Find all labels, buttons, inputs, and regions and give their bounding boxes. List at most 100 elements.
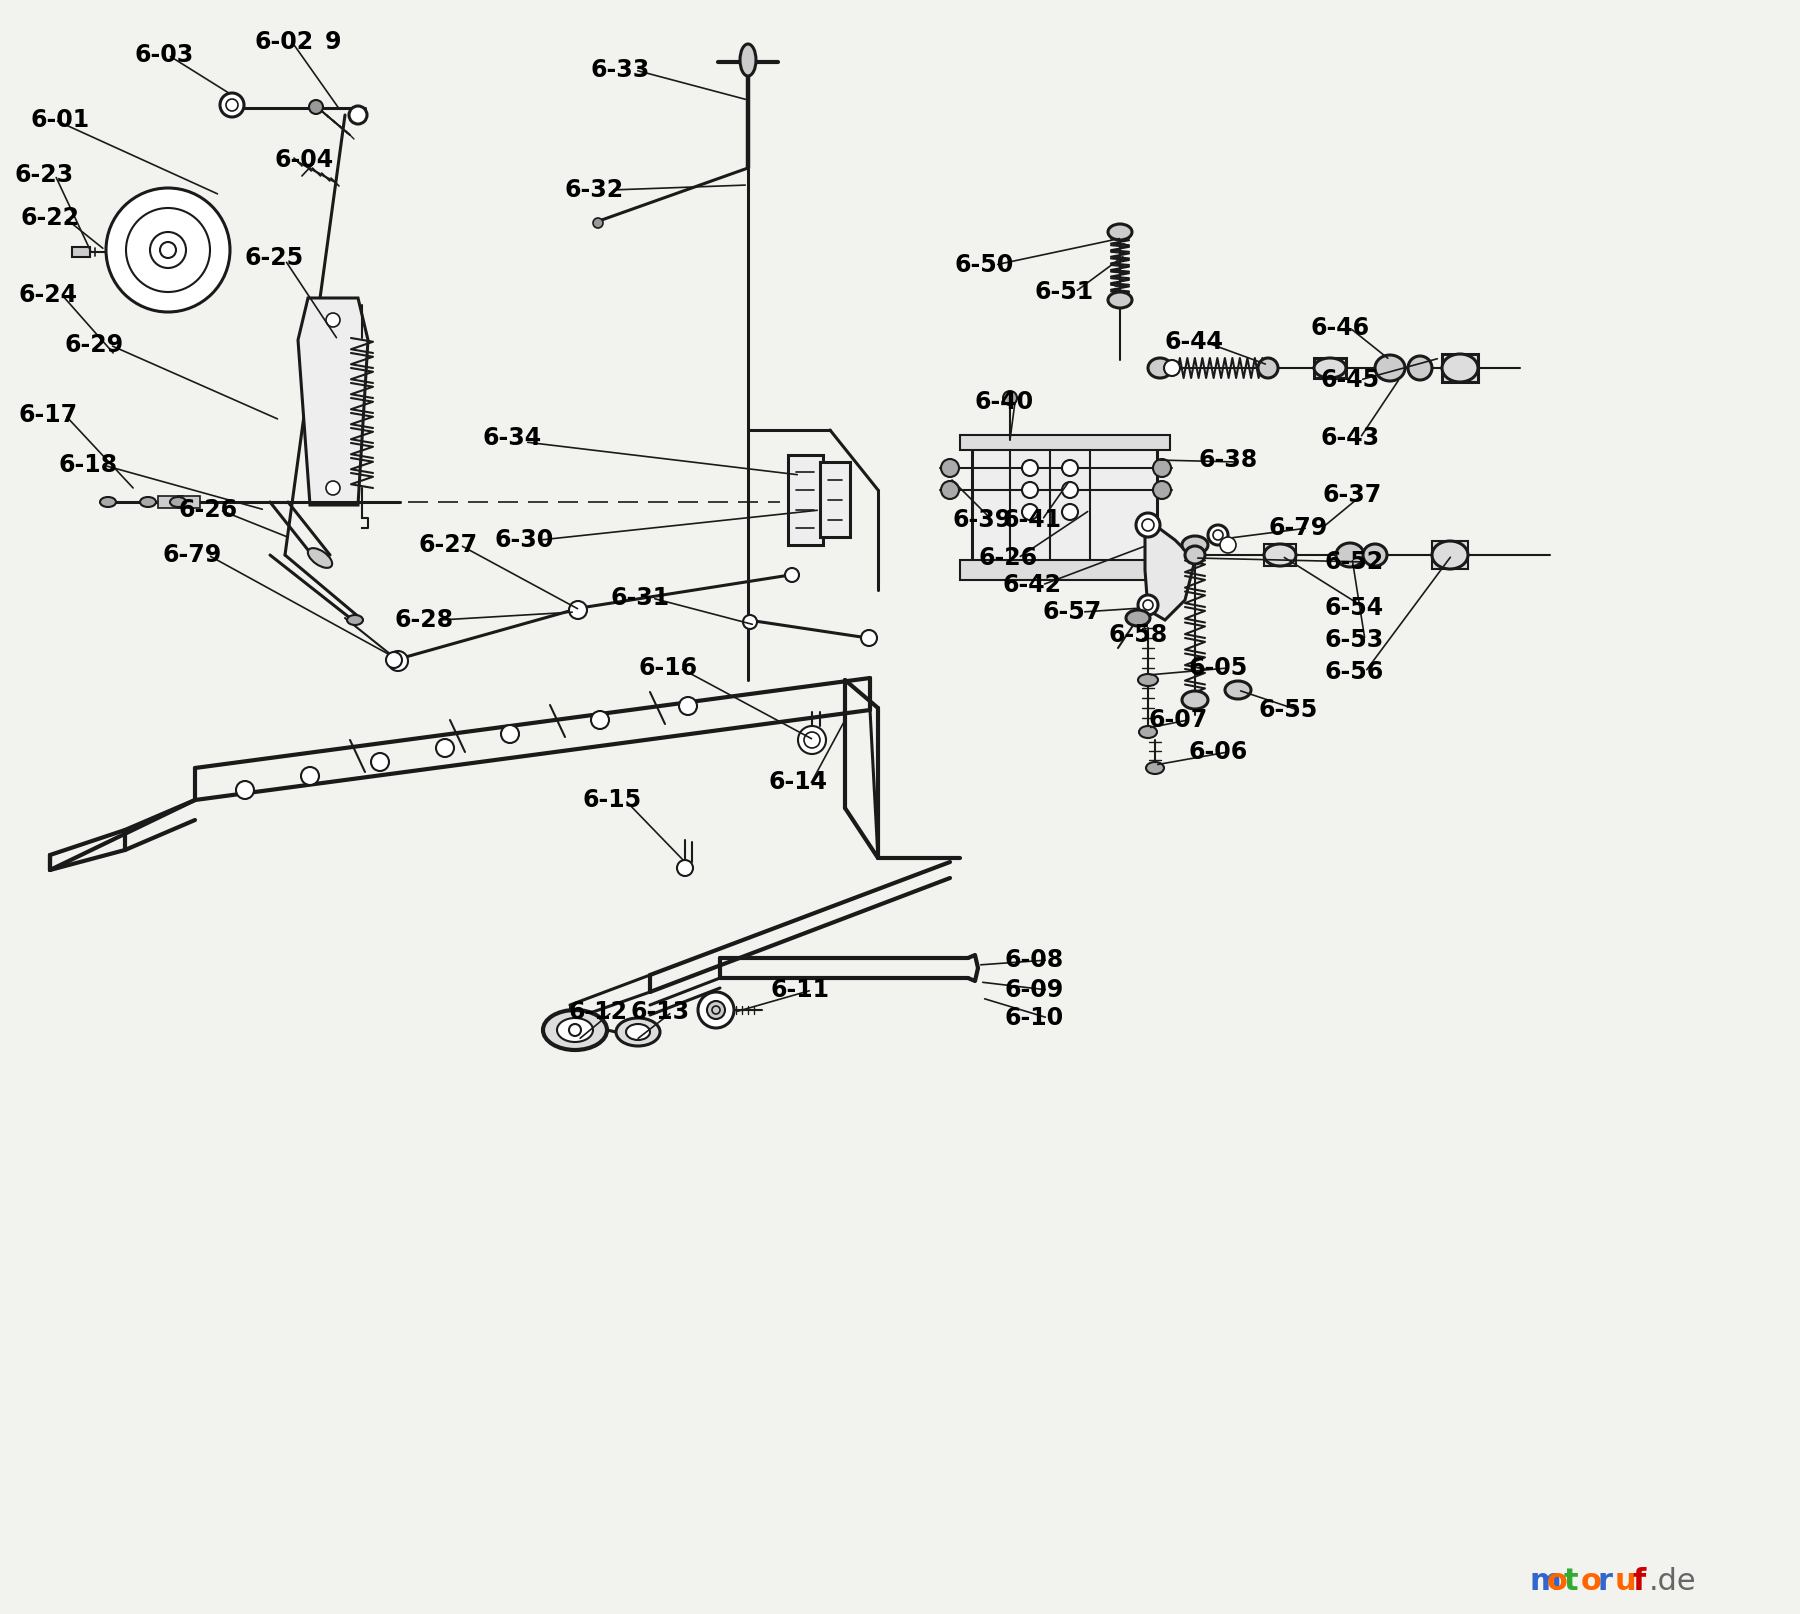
Polygon shape: [1145, 520, 1195, 620]
Circle shape: [1062, 504, 1078, 520]
Text: u: u: [1615, 1567, 1636, 1596]
Circle shape: [385, 652, 401, 668]
Text: 6-10: 6-10: [1004, 1006, 1064, 1030]
Ellipse shape: [1138, 675, 1157, 686]
Ellipse shape: [1165, 360, 1181, 376]
Text: 6-34: 6-34: [482, 426, 542, 450]
Bar: [72, 247, 90, 257]
Ellipse shape: [169, 497, 185, 507]
Text: 6-11: 6-11: [770, 978, 830, 1002]
Ellipse shape: [616, 1018, 661, 1046]
Ellipse shape: [1109, 292, 1132, 308]
Bar: [178, 495, 200, 508]
Text: 6-39: 6-39: [952, 508, 1012, 533]
Circle shape: [106, 187, 230, 312]
Text: 6-05: 6-05: [1188, 655, 1247, 679]
Text: 6-33: 6-33: [590, 58, 650, 82]
Ellipse shape: [1258, 358, 1278, 378]
Circle shape: [590, 712, 608, 730]
Circle shape: [1138, 596, 1157, 615]
Circle shape: [1003, 391, 1017, 405]
Text: 6-58: 6-58: [1109, 623, 1166, 647]
Circle shape: [1154, 458, 1172, 478]
Text: 6-52: 6-52: [1325, 550, 1384, 575]
Ellipse shape: [1109, 224, 1132, 240]
Text: 6-12: 6-12: [569, 1001, 626, 1023]
Circle shape: [310, 100, 322, 115]
Circle shape: [349, 107, 367, 124]
Bar: [158, 495, 184, 508]
Circle shape: [1022, 504, 1039, 520]
Text: 6-24: 6-24: [18, 282, 77, 307]
Ellipse shape: [1433, 541, 1469, 570]
Text: 6-02: 6-02: [256, 31, 315, 53]
Circle shape: [1062, 483, 1078, 499]
Text: t: t: [1564, 1567, 1579, 1596]
Circle shape: [860, 629, 877, 646]
Ellipse shape: [544, 1010, 607, 1051]
Text: 6-17: 6-17: [18, 404, 77, 428]
Bar: [972, 441, 1157, 578]
Text: m: m: [1530, 1567, 1562, 1596]
Text: 6-29: 6-29: [65, 332, 124, 357]
Bar: [1264, 544, 1296, 567]
Text: 6-57: 6-57: [1042, 600, 1102, 625]
Ellipse shape: [626, 1023, 650, 1039]
Bar: [821, 462, 850, 537]
Text: o: o: [1546, 1567, 1568, 1596]
Circle shape: [371, 754, 389, 771]
Text: 9: 9: [326, 31, 342, 53]
Text: f: f: [1633, 1567, 1645, 1596]
Circle shape: [1220, 537, 1237, 554]
Text: 6-04: 6-04: [275, 148, 335, 173]
Ellipse shape: [1148, 358, 1172, 378]
Ellipse shape: [1264, 544, 1296, 567]
Bar: [1433, 541, 1469, 570]
Ellipse shape: [1184, 546, 1204, 563]
Circle shape: [1208, 525, 1228, 546]
Ellipse shape: [1408, 357, 1433, 379]
Text: 6-22: 6-22: [20, 207, 79, 231]
Bar: [959, 560, 1170, 579]
Text: 6-45: 6-45: [1319, 368, 1379, 392]
Ellipse shape: [1139, 726, 1157, 738]
Bar: [788, 455, 823, 546]
Text: 6-43: 6-43: [1319, 426, 1379, 450]
Text: 6-26: 6-26: [178, 499, 238, 521]
Circle shape: [389, 650, 409, 671]
Circle shape: [698, 993, 734, 1028]
Circle shape: [785, 568, 799, 583]
Text: 6-07: 6-07: [1148, 709, 1208, 733]
Text: 6-56: 6-56: [1325, 660, 1384, 684]
Text: 6-06: 6-06: [1188, 739, 1247, 763]
Text: 6-26: 6-26: [977, 546, 1037, 570]
Ellipse shape: [1442, 353, 1478, 383]
Circle shape: [500, 725, 518, 742]
Circle shape: [326, 313, 340, 328]
Text: 6-51: 6-51: [1035, 279, 1094, 303]
Ellipse shape: [1183, 536, 1208, 554]
Text: 6-40: 6-40: [976, 391, 1035, 415]
Text: 6-08: 6-08: [1004, 947, 1064, 972]
Text: 6-28: 6-28: [394, 608, 454, 633]
Text: 6-41: 6-41: [1003, 508, 1060, 533]
Text: 6-09: 6-09: [1004, 978, 1064, 1002]
Text: 6-31: 6-31: [610, 586, 670, 610]
Ellipse shape: [556, 1018, 592, 1043]
Circle shape: [941, 458, 959, 478]
Circle shape: [707, 1001, 725, 1018]
Text: 6-30: 6-30: [495, 528, 554, 552]
Text: 6-42: 6-42: [1003, 573, 1060, 597]
Text: 6-23: 6-23: [14, 163, 74, 187]
Text: 6-15: 6-15: [581, 788, 641, 812]
Bar: [959, 436, 1170, 450]
Bar: [1314, 358, 1346, 378]
Text: 6-38: 6-38: [1199, 449, 1256, 471]
Circle shape: [220, 94, 245, 116]
Text: 6-44: 6-44: [1165, 329, 1224, 353]
Text: 6-16: 6-16: [637, 655, 697, 679]
Circle shape: [569, 600, 587, 620]
Ellipse shape: [1183, 691, 1208, 709]
Ellipse shape: [740, 44, 756, 76]
Circle shape: [677, 860, 693, 876]
